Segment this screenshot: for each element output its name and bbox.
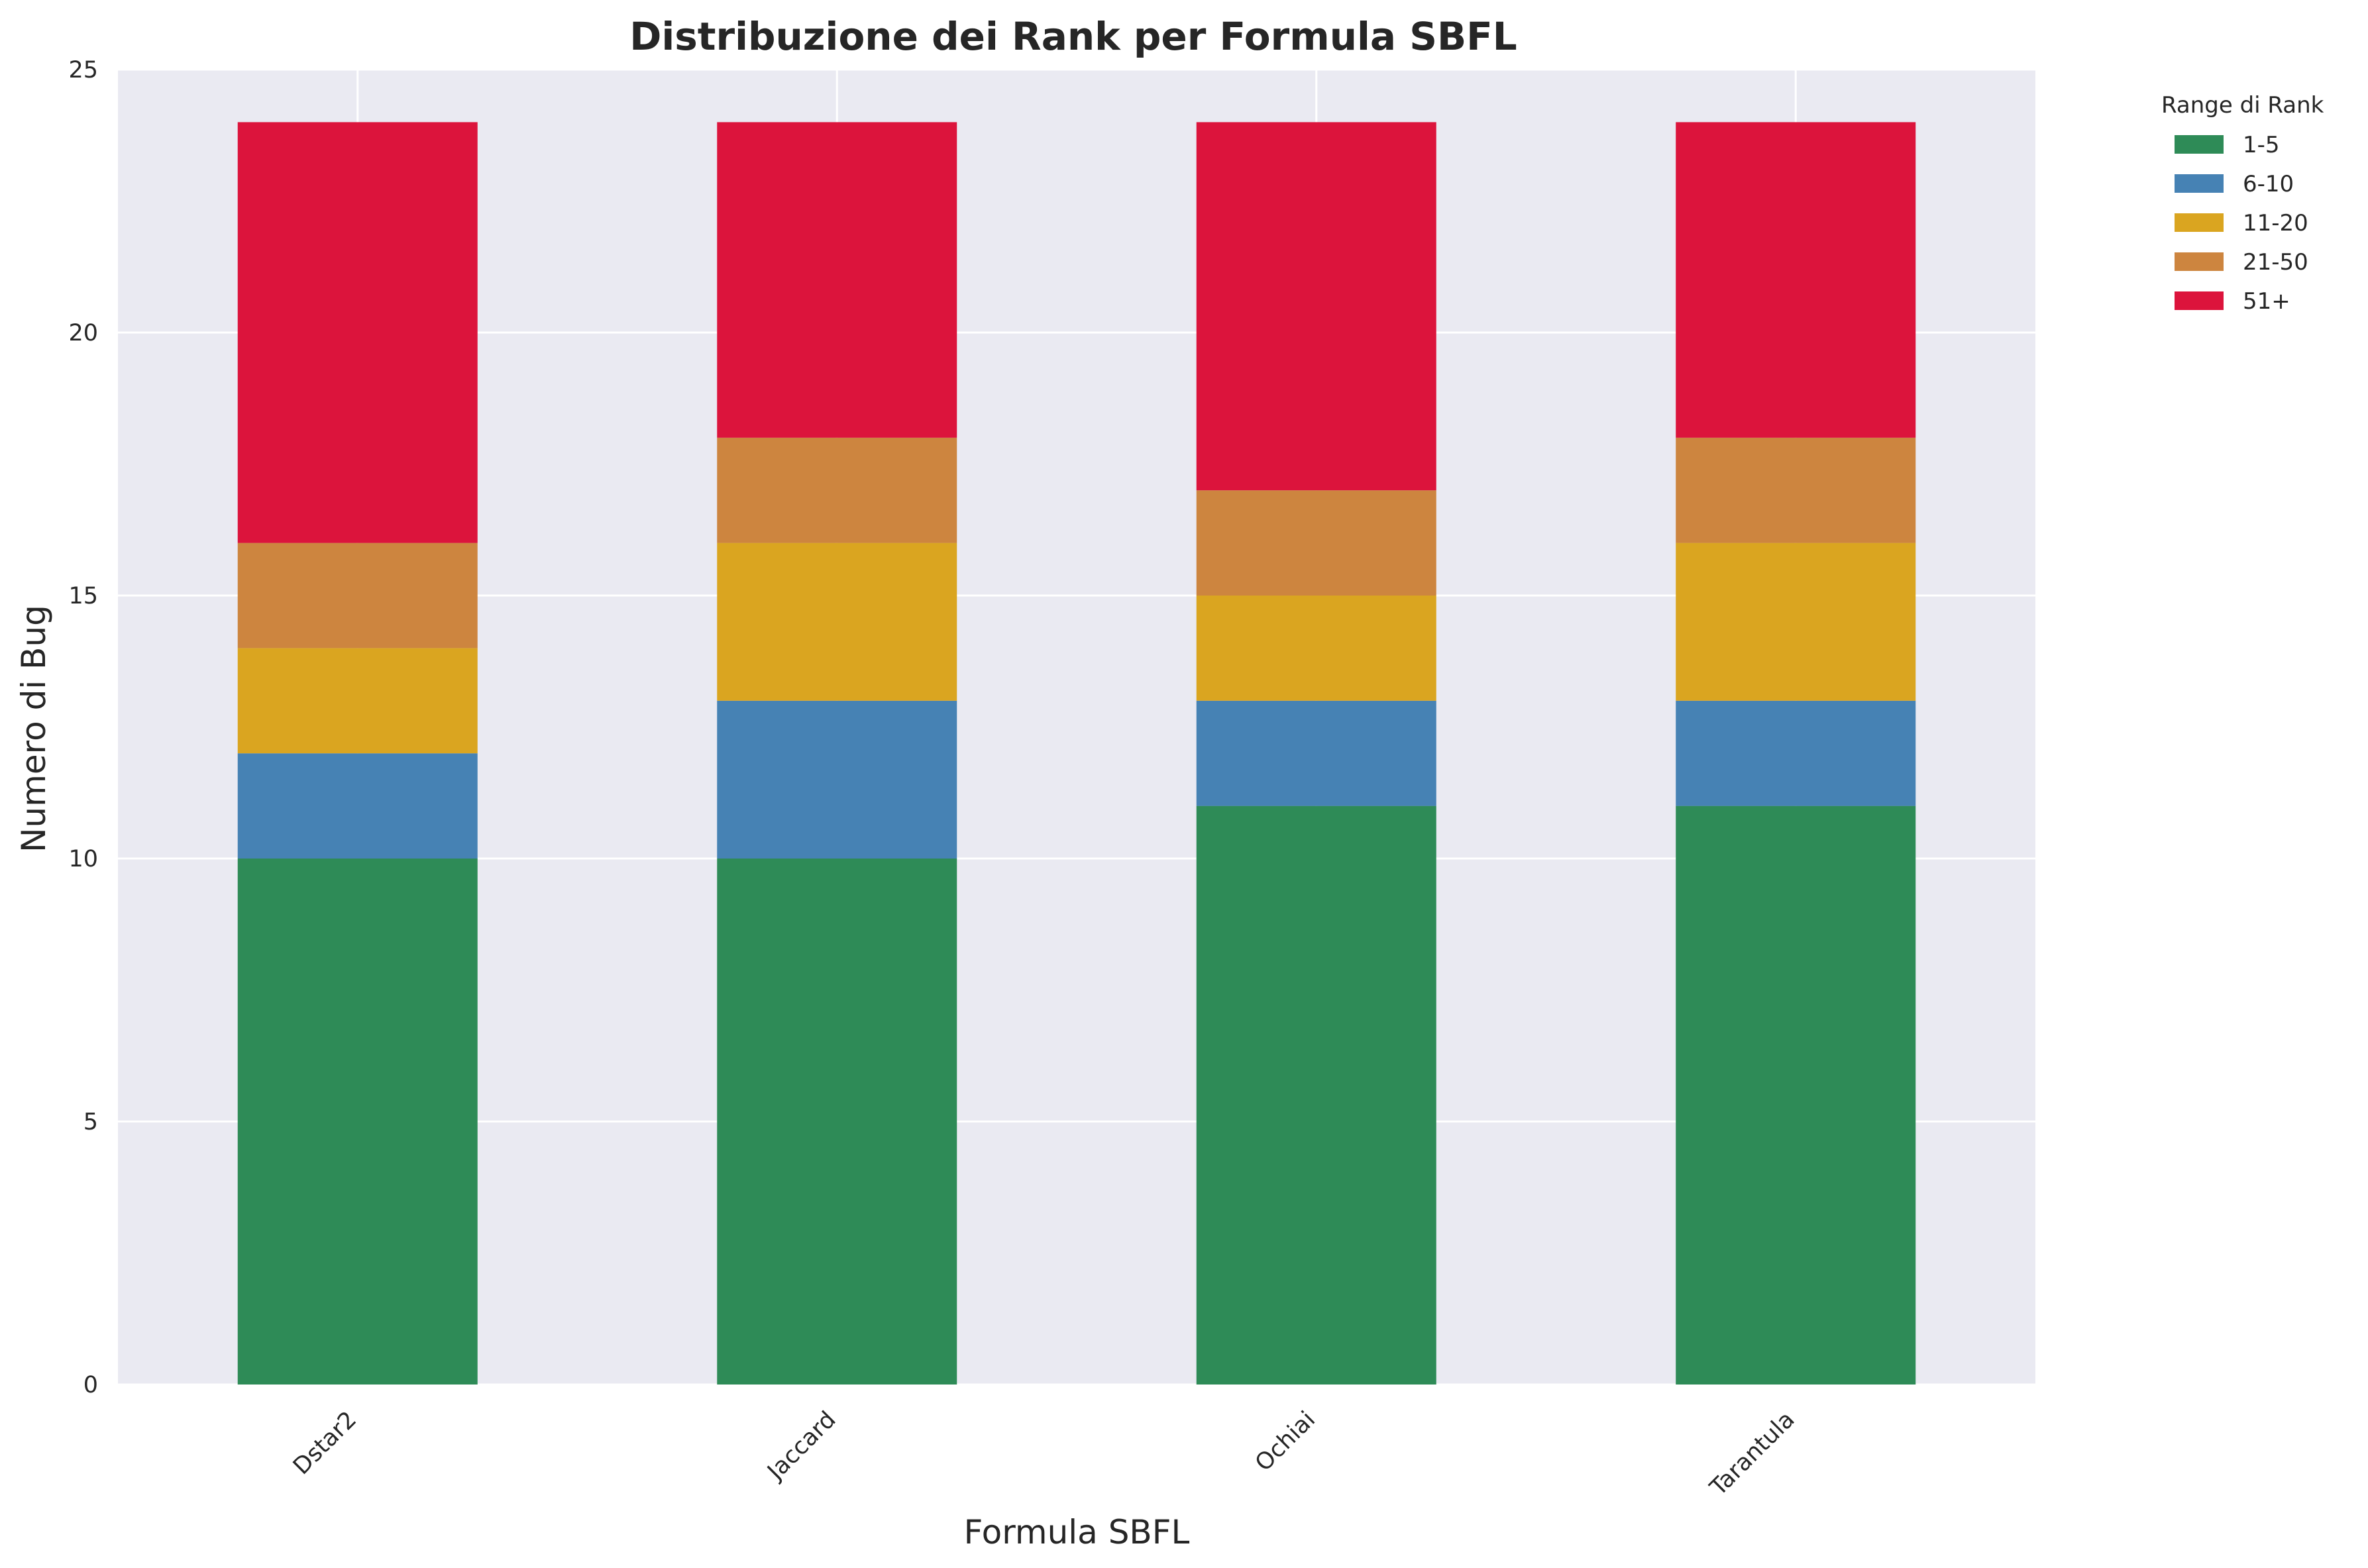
bar-ochiai-series-1 [1196,700,1436,806]
y-tick-label: 0 [83,1372,98,1398]
bar-tarantula-series-2 [1676,543,1916,701]
legend-swatch [2175,174,2224,193]
bar-tarantula-series-3 [1676,437,1916,543]
x-tick-label: Jaccard [762,1406,841,1486]
bar-ochiai-series-0 [1196,806,1436,1385]
bar-tarantula-series-4 [1676,122,1916,438]
legend-label: 1-5 [2243,132,2280,158]
bar-dstar2-series-3 [237,543,478,649]
legend-label: 21-50 [2243,249,2308,276]
legend: Range di Rank 1-5 6-10 11-20 21-50 51+ [2161,92,2324,315]
legend-label: 6-10 [2243,171,2294,197]
legend-swatch [2175,135,2224,154]
legend-swatch [2175,213,2224,232]
bar-dstar2-series-1 [237,753,478,859]
y-tick-label: 20 [68,320,98,346]
bar-jaccard-series-0 [717,859,957,1385]
legend-label: 51+ [2243,288,2290,315]
x-tick-label: Tarantula [1705,1406,1800,1502]
y-tick-label: 5 [83,1109,98,1135]
bar-dstar2-series-2 [237,648,478,754]
y-axis-label: Numero di Bug [15,605,53,853]
bar-dstar2-series-4 [237,122,478,543]
bar-dstar2-series-0 [237,859,478,1385]
bar-tarantula-series-1 [1676,700,1916,806]
bar-jaccard-series-3 [717,437,957,543]
bar-tarantula-series-0 [1676,806,1916,1385]
legend-title: Range di Rank [2161,92,2324,119]
bar-jaccard-series-1 [717,700,957,859]
chart-title: Distribuzione dei Rank per Formula SBFL [629,14,1517,59]
x-axis-label: Formula SBFL [964,1513,1190,1551]
bars [237,122,1916,1385]
bar-ochiai-series-4 [1196,122,1436,491]
legend-swatch [2175,291,2224,310]
bar-jaccard-series-4 [717,122,957,438]
y-tick-label: 25 [68,57,98,83]
x-tick-label: Dstar2 [288,1406,362,1480]
y-tick-label: 10 [68,846,98,872]
y-tick-labels: 0 5 10 15 20 25 [68,57,98,1398]
legend-items: 1-5 6-10 11-20 21-50 51+ [2175,132,2308,315]
x-tick-label: Ochiai [1250,1406,1320,1477]
bar-ochiai-series-2 [1196,596,1436,701]
bar-jaccard-series-2 [717,543,957,701]
y-tick-label: 15 [68,583,98,609]
bar-ochiai-series-3 [1196,490,1436,596]
legend-swatch [2175,252,2224,271]
legend-label: 11-20 [2243,210,2308,236]
x-tick-labels: Dstar2 Jaccard Ochiai Tarantula [288,1406,1800,1502]
